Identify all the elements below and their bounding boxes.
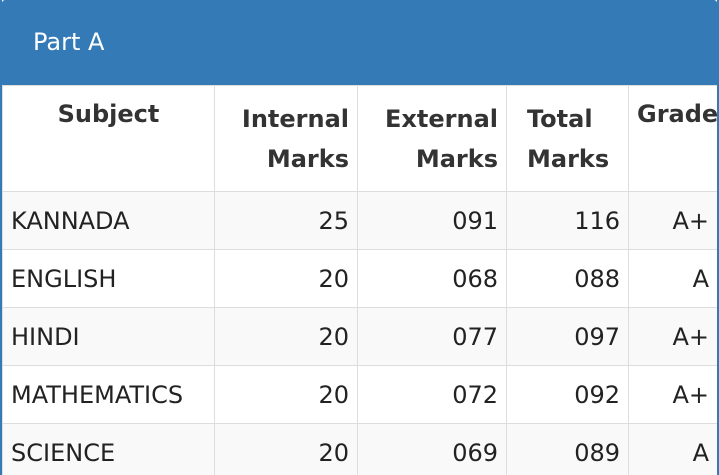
table-cell: 089	[506, 423, 629, 475]
table-cell: HINDI	[2, 307, 215, 366]
table-cell: 25	[214, 191, 358, 250]
table-cell: 069	[357, 423, 507, 475]
table-row: KANNADA 25 091 116 A+	[2, 191, 717, 250]
table-cell: 20	[214, 423, 358, 475]
table-row: MATHEMATICS 20 072 092 A+	[2, 365, 717, 424]
table-cell: A	[628, 423, 717, 475]
table-cell: 097	[506, 307, 629, 366]
column-header: External Marks	[357, 85, 507, 192]
table-cell: A+	[628, 191, 717, 250]
table-cell: 116	[506, 191, 629, 250]
table-body: KANNADA 25 091 116 A+ ENGLISH 20 068 088 A HINDI 20…	[2, 191, 717, 475]
table-cell: KANNADA	[2, 191, 215, 250]
table-cell: 088	[506, 249, 629, 308]
table-row: SCIENCE 20 069 089 A	[2, 423, 717, 475]
column-header: Internal Marks	[214, 85, 358, 192]
table-cell: A	[628, 249, 717, 308]
column-header: Grade	[628, 85, 717, 192]
panel-title: Part A	[2, 0, 717, 85]
column-header: Total Marks	[506, 85, 629, 192]
table-cell: 077	[357, 307, 507, 366]
table-cell: MATHEMATICS	[2, 365, 215, 424]
table-cell: 072	[357, 365, 507, 424]
table-cell: ENGLISH	[2, 249, 215, 308]
table-cell: 091	[357, 191, 507, 250]
marks-table: Subject Internal Marks External Marks Total…	[2, 85, 717, 475]
header-row: Subject Internal Marks External Marks Total…	[2, 85, 717, 192]
table-cell: 068	[357, 249, 507, 308]
column-header: Subject	[2, 85, 215, 192]
table-row: ENGLISH 20 068 088 A	[2, 249, 717, 308]
table-cell: A+	[628, 307, 717, 366]
table-row: HINDI 20 077 097 A+	[2, 307, 717, 366]
table-cell: SCIENCE	[2, 423, 215, 475]
table-cell: 20	[214, 365, 358, 424]
table-cell: 20	[214, 249, 358, 308]
table-cell: 092	[506, 365, 629, 424]
table-cell: A+	[628, 365, 717, 424]
table-cell: 20	[214, 307, 358, 366]
